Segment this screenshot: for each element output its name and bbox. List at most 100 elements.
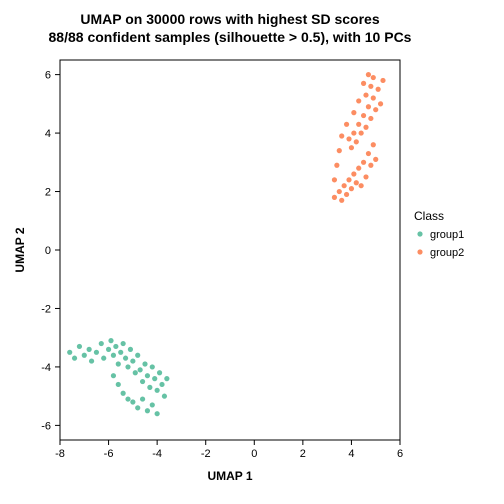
data-point	[135, 353, 140, 358]
data-point	[346, 136, 351, 141]
data-point	[371, 75, 376, 80]
data-point	[111, 373, 116, 378]
data-point	[359, 130, 364, 135]
data-point	[356, 166, 361, 171]
data-point	[363, 174, 368, 179]
data-point	[128, 347, 133, 352]
x-tick-label: 2	[300, 448, 306, 460]
y-tick-label: -6	[41, 420, 51, 432]
data-point	[106, 347, 111, 352]
data-point	[363, 92, 368, 97]
data-point	[344, 192, 349, 197]
legend-item-label: group2	[430, 247, 464, 259]
data-point	[368, 84, 373, 89]
data-point	[356, 98, 361, 103]
data-point	[337, 148, 342, 153]
data-point	[145, 373, 150, 378]
y-axis-label: UMAP 2	[13, 227, 27, 272]
y-tick-label: 4	[45, 128, 51, 140]
data-point	[361, 113, 366, 118]
data-point	[361, 160, 366, 165]
data-point	[354, 139, 359, 144]
data-point	[373, 157, 378, 162]
data-point	[339, 133, 344, 138]
data-point	[337, 189, 342, 194]
x-tick-label: -6	[104, 448, 114, 460]
chart-container: { "chart": { "type": "scatter", "width":…	[0, 0, 504, 504]
data-point	[334, 163, 339, 168]
legend-item-label: group1	[430, 229, 464, 241]
data-point	[351, 110, 356, 115]
legend-swatch	[417, 249, 422, 254]
data-point	[77, 344, 82, 349]
data-point	[159, 382, 164, 387]
data-point	[380, 78, 385, 83]
scatter-plot: -8-6-4-20246-6-4-20246UMAP 1UMAP 2UMAP o…	[0, 0, 504, 504]
data-point	[147, 385, 152, 390]
y-tick-label: -2	[41, 303, 51, 315]
data-point	[150, 402, 155, 407]
data-point	[113, 344, 118, 349]
x-tick-label: 0	[251, 448, 257, 460]
data-point	[363, 125, 368, 130]
data-point	[361, 81, 366, 86]
data-point	[94, 350, 99, 355]
data-point	[368, 116, 373, 121]
data-point	[371, 142, 376, 147]
data-point	[371, 95, 376, 100]
data-point	[376, 87, 381, 92]
y-tick-label: -4	[41, 362, 51, 374]
data-point	[89, 358, 94, 363]
data-point	[164, 376, 169, 381]
data-point	[130, 358, 135, 363]
data-point	[366, 104, 371, 109]
x-tick-label: -8	[55, 448, 65, 460]
chart-title-line2: 88/88 confident samples (silhouette > 0.…	[49, 29, 412, 45]
data-point	[162, 394, 167, 399]
data-point	[342, 183, 347, 188]
legend-title: Class	[414, 209, 444, 223]
data-point	[133, 370, 138, 375]
x-tick-label: 6	[397, 448, 403, 460]
data-point	[125, 364, 130, 369]
data-point	[157, 370, 162, 375]
data-point	[354, 180, 359, 185]
data-point	[339, 198, 344, 203]
data-point	[140, 379, 145, 384]
data-point	[87, 347, 92, 352]
data-point	[138, 367, 143, 372]
data-point	[349, 145, 354, 150]
data-point	[332, 177, 337, 182]
data-point	[140, 396, 145, 401]
data-point	[142, 361, 147, 366]
legend-swatch	[417, 231, 422, 236]
data-point	[366, 72, 371, 77]
data-point	[351, 171, 356, 176]
data-point	[351, 130, 356, 135]
y-tick-label: 0	[45, 245, 51, 257]
data-point	[99, 341, 104, 346]
data-point	[116, 361, 121, 366]
data-point	[359, 183, 364, 188]
data-point	[67, 350, 72, 355]
data-point	[121, 341, 126, 346]
data-point	[101, 356, 106, 361]
data-point	[155, 388, 160, 393]
data-point	[346, 177, 351, 182]
y-tick-label: 2	[45, 187, 51, 199]
x-tick-label: -4	[152, 448, 162, 460]
data-point	[111, 353, 116, 358]
data-point	[121, 391, 126, 396]
data-point	[72, 356, 77, 361]
data-point	[135, 405, 140, 410]
data-point	[152, 376, 157, 381]
data-point	[344, 122, 349, 127]
data-point	[349, 186, 354, 191]
data-point	[150, 364, 155, 369]
data-point	[356, 122, 361, 127]
data-point	[368, 163, 373, 168]
data-point	[373, 107, 378, 112]
data-point	[366, 151, 371, 156]
y-tick-label: 6	[45, 70, 51, 82]
x-tick-label: -2	[201, 448, 211, 460]
